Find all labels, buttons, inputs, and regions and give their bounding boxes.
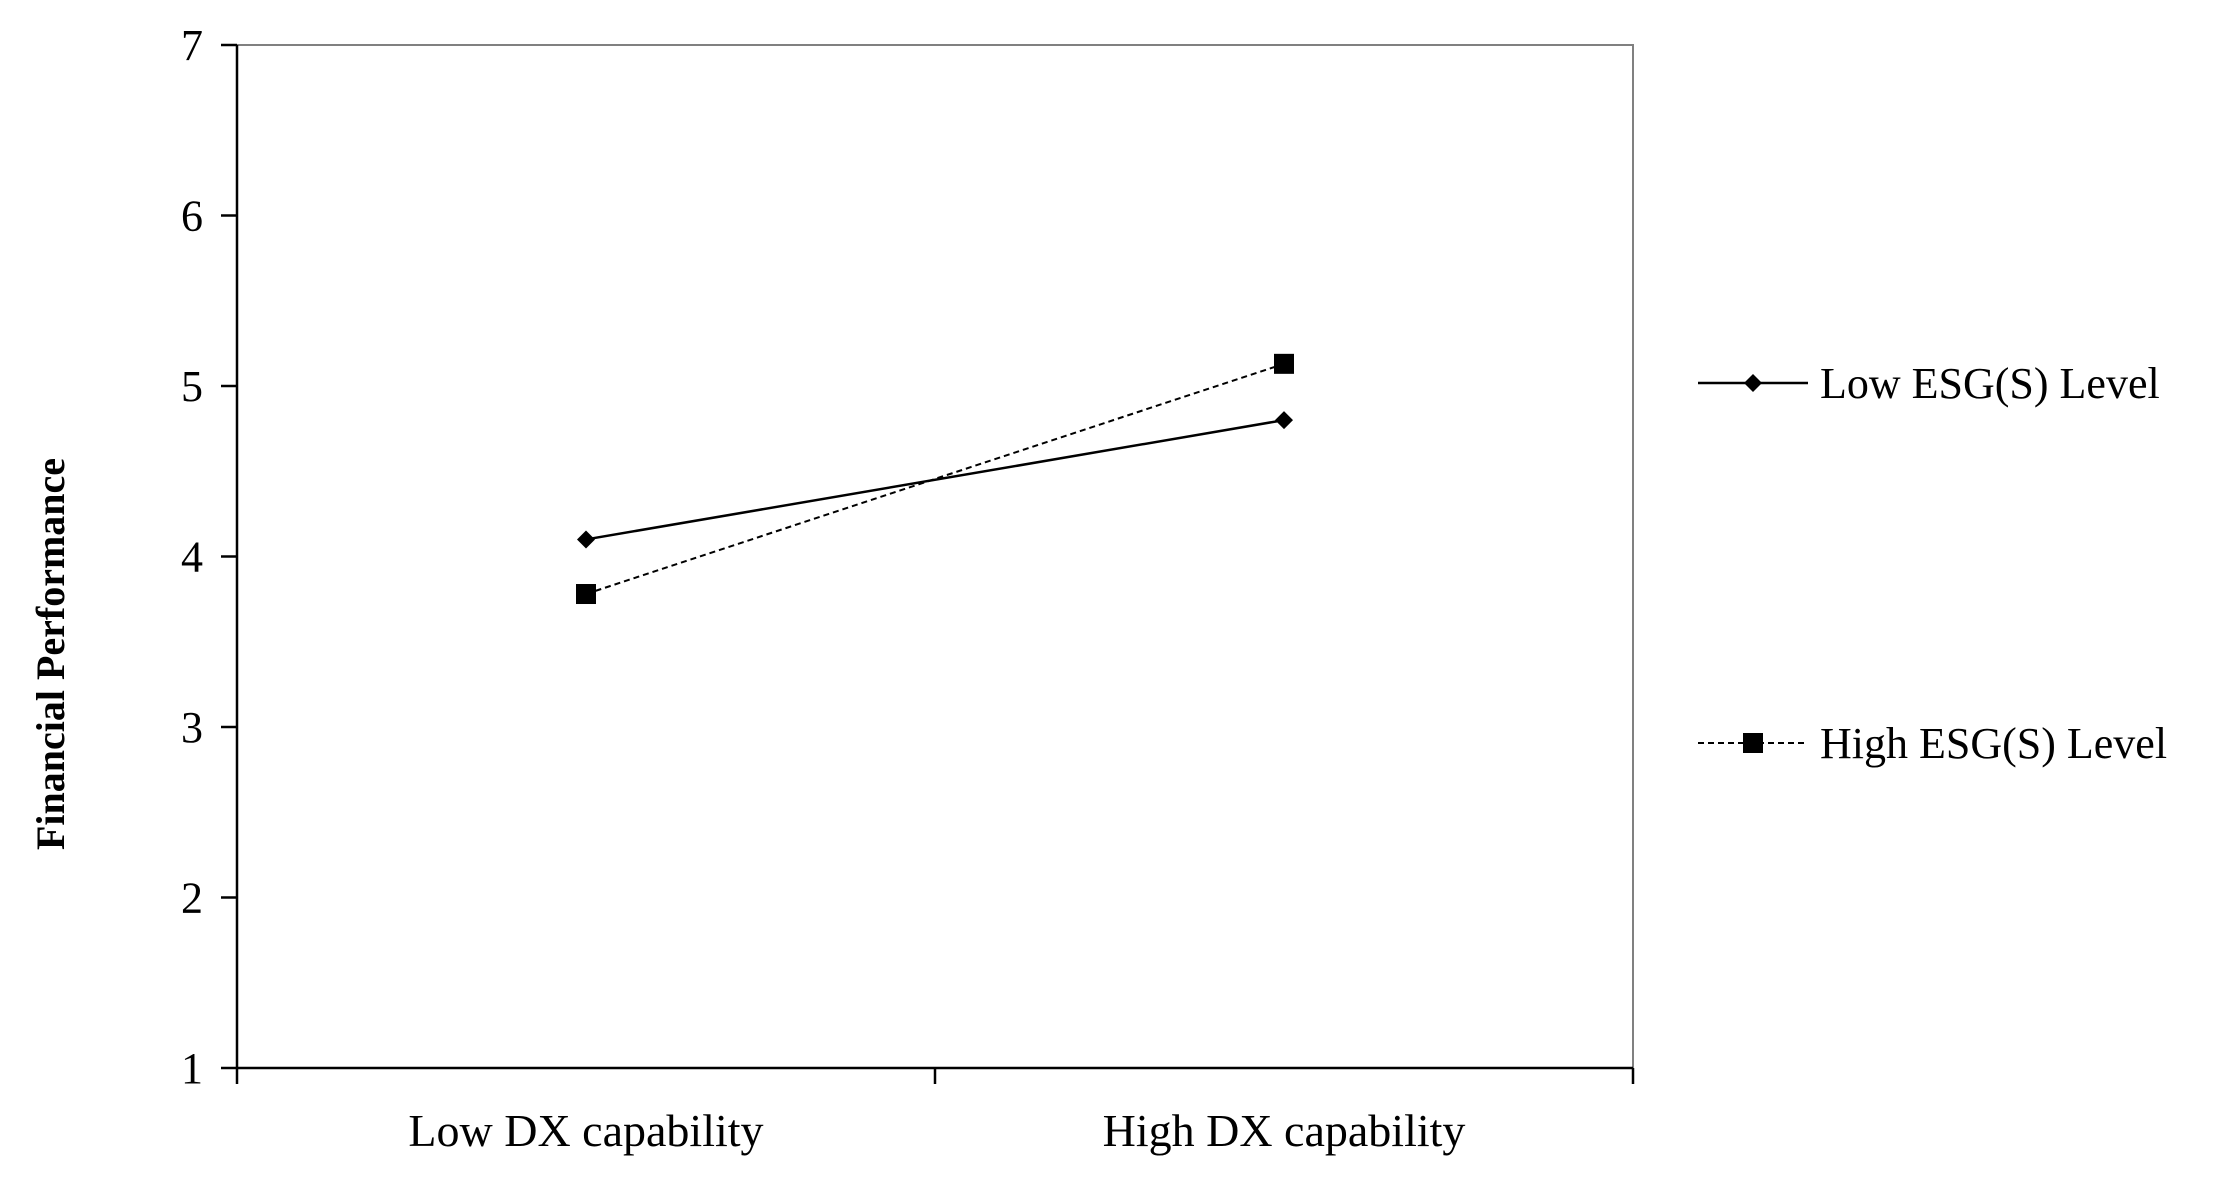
data-point (576, 584, 596, 605)
x-category-label: High DX capability (1103, 1105, 1466, 1156)
legend-marker (1744, 374, 1762, 392)
y-axis: 1 2 3 4 5 6 7 (181, 21, 239, 1093)
legend-label: High ESG(S) Level (1820, 719, 2167, 768)
series-low-esg (577, 411, 1293, 549)
y-axis-label: Financial Performance (28, 458, 73, 850)
data-point (1274, 353, 1294, 374)
legend-marker (1743, 733, 1763, 753)
plot-frame (236, 44, 1634, 1069)
y-tick-label: 6 (181, 192, 203, 241)
y-tick-label: 1 (181, 1044, 203, 1093)
y-tick-label: 7 (181, 21, 203, 70)
series-layer (576, 353, 1294, 605)
x-axis: Low DX capability High DX capability (235, 1066, 1635, 1156)
data-point (577, 530, 595, 549)
series-line (585, 418, 1285, 541)
y-tick-label: 2 (181, 874, 203, 923)
series-line (585, 362, 1285, 595)
series-high-esg (576, 353, 1294, 605)
y-tick-label: 3 (181, 703, 203, 752)
data-point (1275, 411, 1293, 430)
x-category-label: Low DX capability (408, 1105, 763, 1156)
legend-label: Low ESG(S) Level (1820, 359, 2160, 408)
y-tick-label: 5 (181, 362, 203, 411)
plot-area-border (236, 44, 1634, 1069)
legend-item: Low ESG(S) Level (1698, 359, 2160, 408)
legend: Low ESG(S) Level High ESG(S) Level (1698, 359, 2167, 768)
y-tick-label: 4 (181, 533, 203, 582)
legend-item: High ESG(S) Level (1698, 719, 2167, 768)
